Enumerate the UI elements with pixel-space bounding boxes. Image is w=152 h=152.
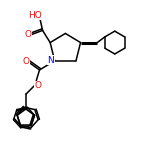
Text: O: O <box>24 30 31 39</box>
Text: HO: HO <box>28 11 42 20</box>
Text: O: O <box>34 81 41 90</box>
Text: O: O <box>23 57 30 66</box>
Text: N: N <box>48 55 54 65</box>
